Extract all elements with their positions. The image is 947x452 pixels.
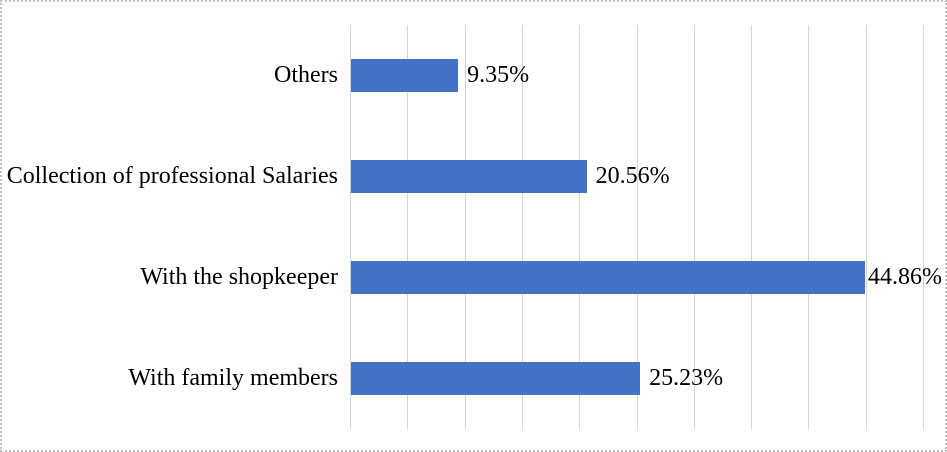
plot-area: [350, 25, 924, 429]
value-label: 44.86%: [868, 264, 942, 290]
value-label: 9.35%: [467, 62, 530, 88]
gridline: [923, 25, 924, 429]
gridline: [693, 25, 695, 429]
value-label: 25.23%: [649, 365, 724, 391]
bar-1: [351, 59, 459, 92]
gridline: [579, 25, 581, 429]
category-label: Others: [274, 62, 338, 88]
gridline: [464, 25, 466, 429]
value-label: 20.56%: [595, 163, 670, 189]
gridline: [751, 25, 753, 429]
category-label: With the shopkeeper: [140, 264, 338, 290]
bar-2: [351, 160, 587, 193]
bar-3: [351, 261, 866, 294]
gridline: [636, 25, 638, 429]
gridline: [350, 25, 351, 429]
category-label: With family members: [128, 365, 338, 391]
category-label: Collection of professional Salaries: [6, 163, 338, 189]
gridline: [808, 25, 810, 429]
gridline: [865, 25, 867, 429]
gridline: [521, 25, 523, 429]
bar-4: [351, 362, 641, 395]
gridline: [407, 25, 409, 429]
